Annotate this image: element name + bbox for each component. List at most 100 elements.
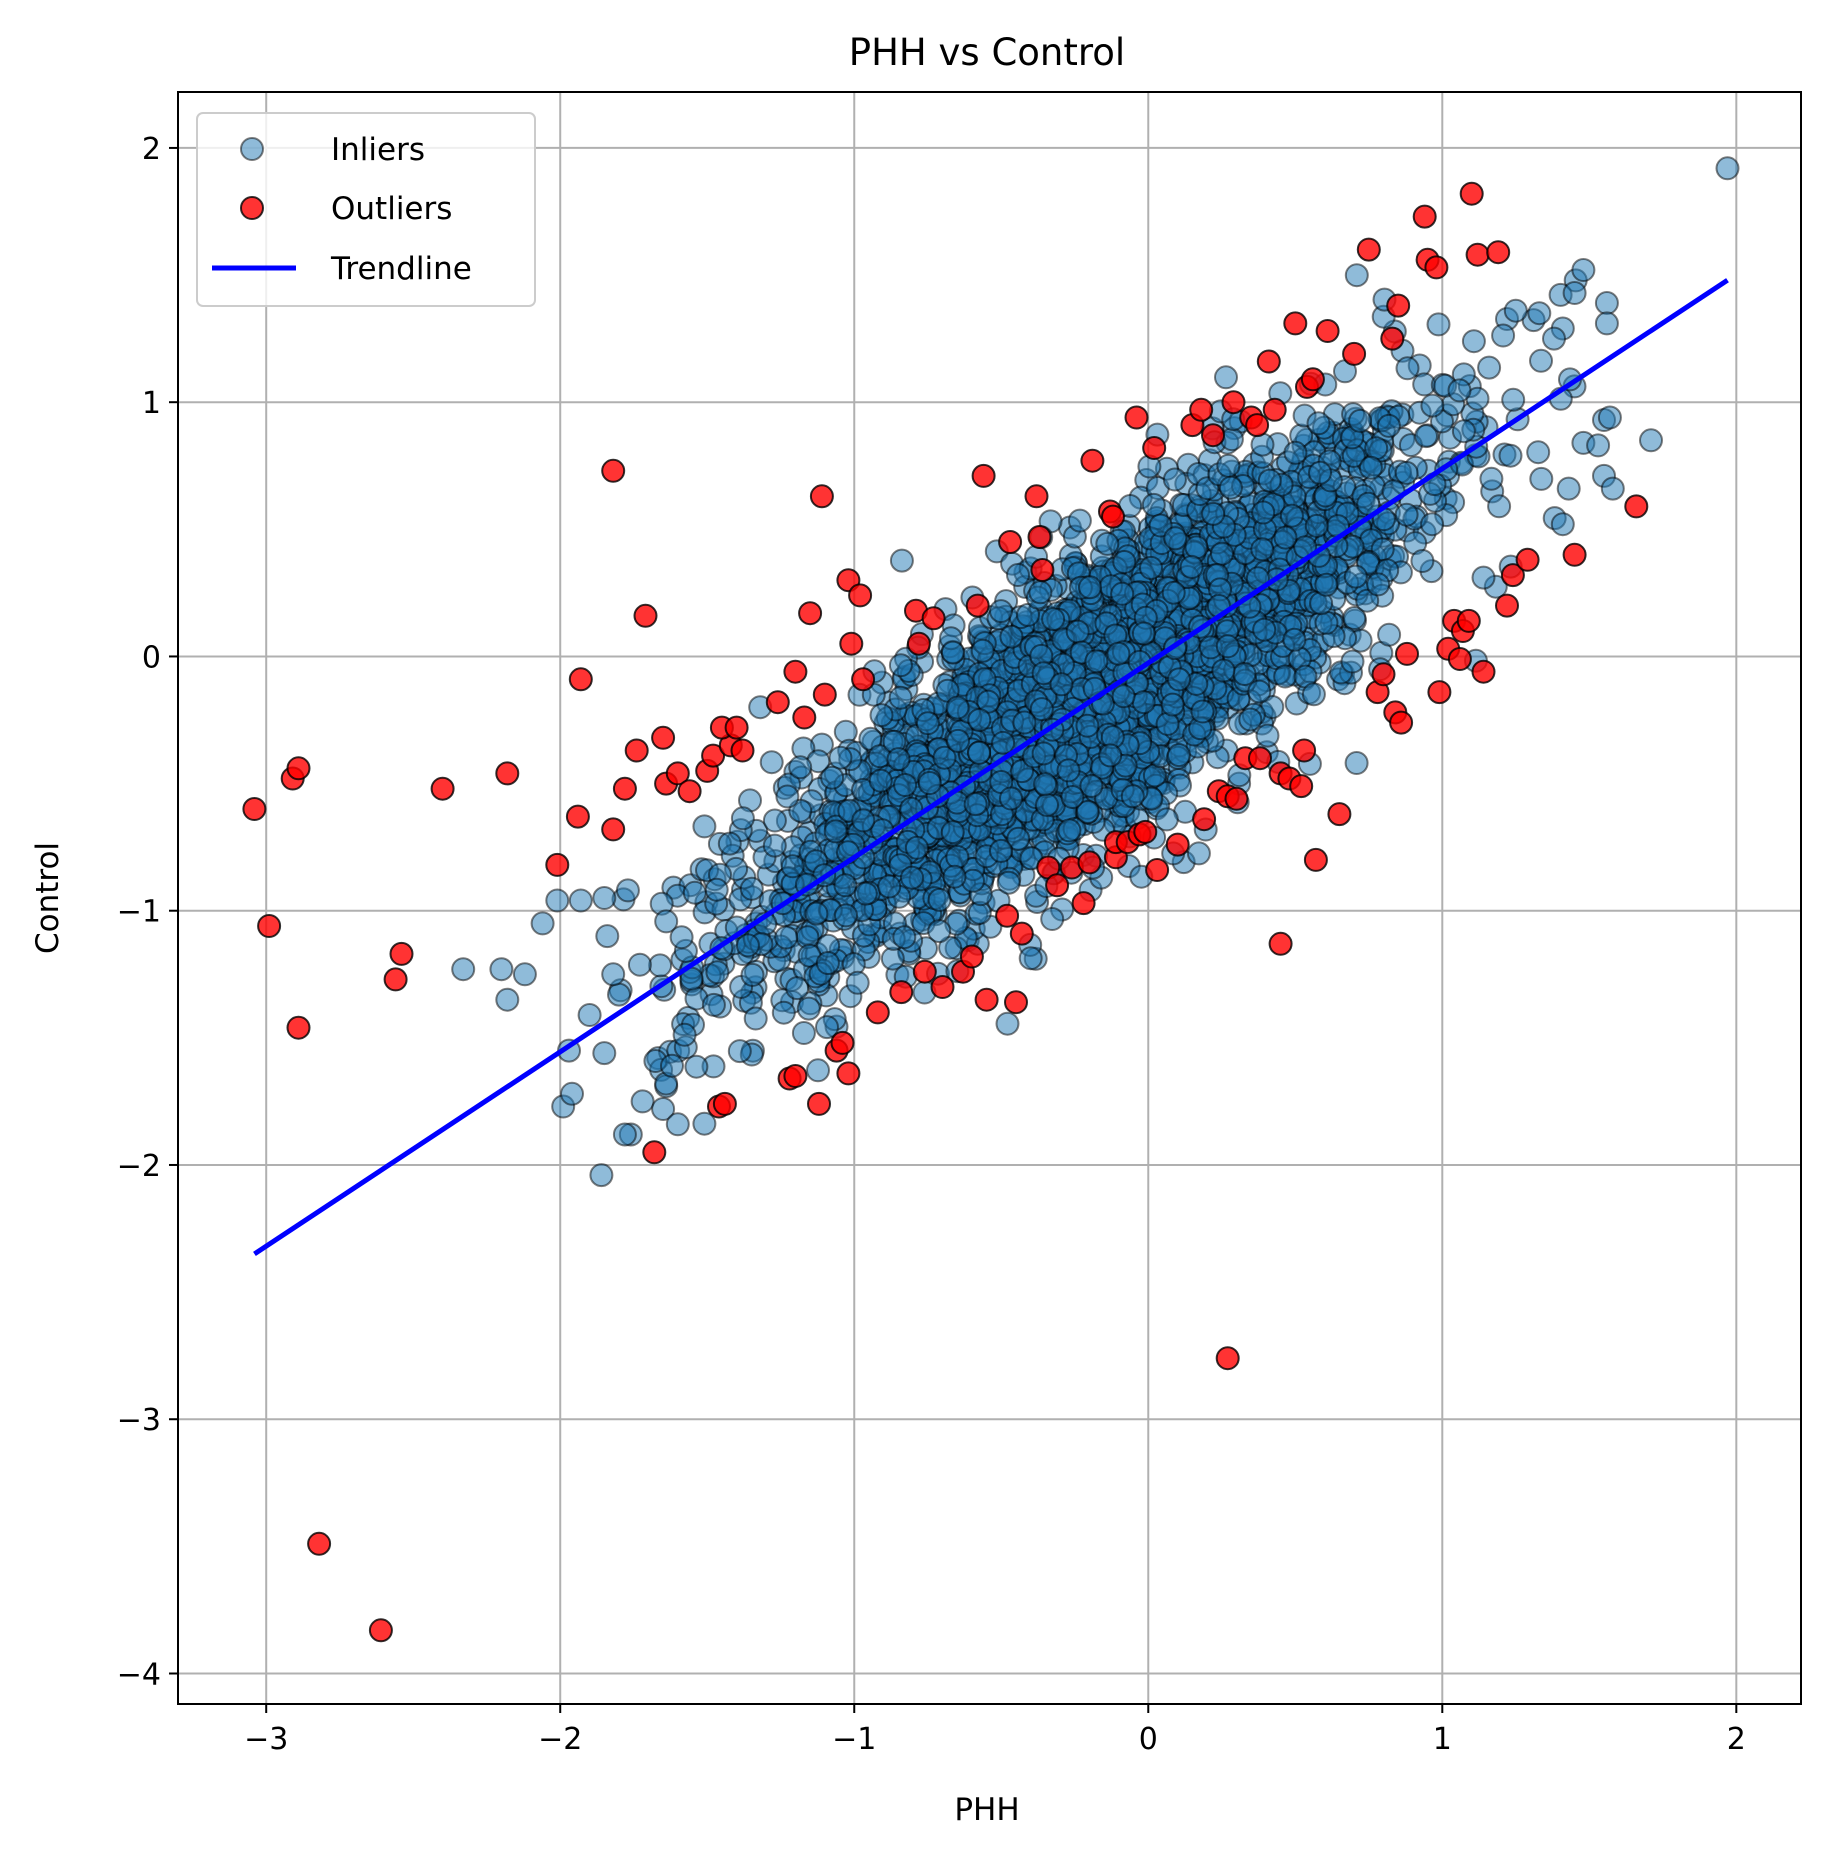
outlier-point bbox=[1080, 448, 1105, 473]
inlier-point bbox=[684, 1054, 709, 1079]
outlier-point bbox=[242, 797, 267, 821]
inlier-point bbox=[1255, 723, 1280, 748]
inlier-point bbox=[1201, 501, 1226, 526]
inlier-point bbox=[1358, 455, 1383, 480]
outlier-point bbox=[1515, 547, 1540, 572]
inlier-point bbox=[1033, 772, 1058, 797]
inlier-point bbox=[1184, 535, 1209, 560]
outlier-point bbox=[839, 631, 864, 656]
inlier-point bbox=[868, 768, 893, 793]
inlier-point bbox=[1257, 468, 1282, 493]
outlier-point bbox=[1495, 593, 1519, 618]
outlier-point bbox=[624, 738, 649, 763]
outlier-point bbox=[865, 1000, 890, 1025]
outlier-point bbox=[430, 776, 455, 801]
inlier-point bbox=[530, 911, 555, 936]
outlier-point bbox=[959, 944, 984, 969]
inlier-point bbox=[1078, 575, 1102, 600]
inlier-point bbox=[1250, 537, 1275, 562]
inlier-point bbox=[1057, 818, 1082, 843]
inlier-point bbox=[1040, 907, 1065, 931]
outlier-point bbox=[921, 606, 946, 631]
plot-frame bbox=[177, 91, 1802, 1705]
x-tick-label: −3 bbox=[244, 1722, 288, 1757]
outlier-point bbox=[1459, 181, 1484, 206]
inlier-point bbox=[869, 703, 894, 728]
y-axis-label: Control bbox=[30, 842, 66, 954]
inlier-point bbox=[945, 695, 970, 720]
inlier-point bbox=[589, 1163, 614, 1188]
inlier-point bbox=[1451, 419, 1476, 444]
outlier-point bbox=[965, 593, 990, 618]
inlier-point bbox=[627, 952, 652, 977]
inlier-point bbox=[1056, 758, 1081, 783]
inlier-point bbox=[735, 933, 760, 958]
inlier-point bbox=[615, 878, 640, 903]
inlier-point bbox=[1414, 424, 1438, 449]
outlier-point bbox=[1486, 240, 1511, 265]
inlier-point bbox=[1420, 512, 1445, 537]
outlier-point bbox=[1133, 819, 1158, 844]
trendline-series bbox=[253, 278, 1729, 1257]
inlier-point bbox=[1477, 355, 1502, 380]
outlier-point bbox=[1071, 891, 1096, 916]
outlier-point bbox=[1465, 242, 1490, 267]
outlier-point bbox=[1268, 931, 1293, 956]
outlier-point bbox=[642, 1140, 667, 1165]
inlier-point bbox=[820, 765, 845, 790]
inlier-point bbox=[1006, 563, 1030, 587]
inliers-series bbox=[451, 156, 1740, 1188]
legend-inliers-label: Inliers bbox=[331, 132, 425, 168]
outlier-point bbox=[1283, 311, 1308, 336]
outlier-point bbox=[1389, 710, 1414, 735]
inlier-point bbox=[489, 957, 514, 982]
inlier-point bbox=[1344, 751, 1369, 775]
inlier-point bbox=[660, 1053, 684, 1078]
inlier-point bbox=[1251, 500, 1276, 525]
inlier-point bbox=[917, 771, 942, 795]
inlier-point bbox=[774, 925, 799, 950]
inlier-point bbox=[577, 1003, 602, 1027]
inlier-point bbox=[568, 888, 593, 913]
outlier-point bbox=[565, 804, 590, 829]
inlier-point bbox=[796, 996, 821, 1021]
inlier-point bbox=[1461, 329, 1486, 354]
inlier-point bbox=[1348, 408, 1373, 433]
outlier-point bbox=[889, 980, 914, 1005]
outlier-point bbox=[568, 667, 593, 692]
inlier-point bbox=[1394, 460, 1419, 485]
inlier-point bbox=[1012, 710, 1037, 735]
outlier-point bbox=[1356, 237, 1381, 262]
outlier-point bbox=[1224, 786, 1249, 811]
inlier-point bbox=[771, 1000, 796, 1025]
inlier-point bbox=[833, 873, 858, 898]
inlier-point bbox=[1162, 467, 1187, 492]
inlier-point bbox=[1594, 291, 1619, 315]
inlier-point bbox=[788, 755, 813, 780]
inlier-point bbox=[1120, 784, 1145, 809]
inlier-point bbox=[845, 970, 870, 995]
outlier-point bbox=[848, 583, 873, 608]
outlier-point bbox=[1045, 873, 1070, 898]
inlier-point bbox=[1041, 607, 1066, 632]
inlier-point bbox=[1167, 743, 1191, 768]
inlier-point bbox=[1491, 323, 1516, 348]
inlier-point bbox=[1344, 263, 1369, 288]
inlier-point bbox=[1586, 433, 1611, 458]
outlier-point bbox=[286, 756, 311, 781]
outlier-point bbox=[1245, 413, 1270, 438]
outlier-point bbox=[1289, 774, 1314, 799]
outlier-point bbox=[307, 1531, 332, 1556]
outlier-point bbox=[1189, 397, 1214, 422]
inlier-point bbox=[1029, 697, 1054, 722]
inlier-point bbox=[762, 808, 787, 833]
inlier-point bbox=[672, 1022, 697, 1047]
inlier-point bbox=[717, 831, 742, 856]
inlier-point bbox=[1279, 503, 1304, 528]
inlier-point bbox=[1487, 494, 1512, 519]
outlier-point bbox=[1165, 832, 1190, 857]
inlier-point bbox=[1304, 513, 1329, 538]
x-tick-label: −2 bbox=[538, 1722, 582, 1757]
inlier-point bbox=[1282, 627, 1307, 652]
inlier-point bbox=[940, 820, 965, 845]
